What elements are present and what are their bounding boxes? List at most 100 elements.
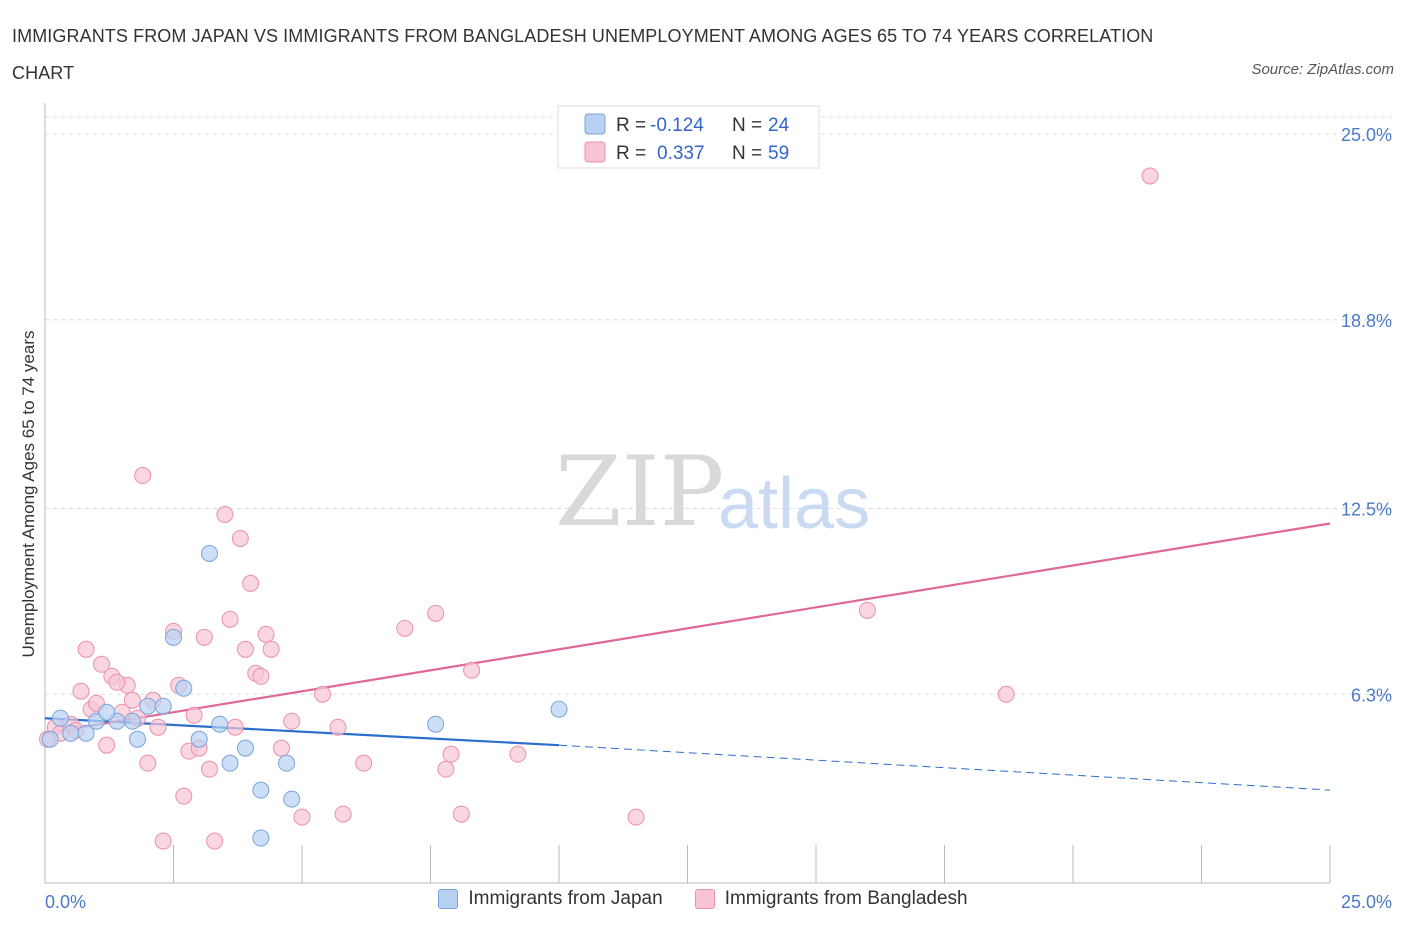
legend-n-value-bangladesh: 59: [768, 143, 789, 164]
point-japan: [62, 724, 80, 742]
point-bangladesh: [293, 808, 311, 826]
series-legend: Immigrants from Japan Immigrants from Ba…: [0, 888, 1406, 910]
point-bangladesh: [123, 691, 141, 709]
point-japan: [221, 754, 239, 772]
trend-line-japan-extrapolated: [558, 744, 1331, 791]
point-bangladesh: [77, 640, 95, 658]
x-tick-label: 0.0%: [45, 892, 86, 912]
point-bangladesh: [252, 667, 270, 685]
point-bangladesh: [427, 604, 445, 622]
point-japan: [190, 730, 208, 748]
point-bangladesh: [452, 805, 470, 823]
point-japan: [77, 724, 95, 742]
point-bangladesh: [195, 628, 213, 646]
legend-item-bangladesh: Immigrants from Bangladesh: [694, 888, 968, 910]
point-bangladesh: [334, 805, 352, 823]
point-bangladesh: [858, 601, 876, 619]
point-japan: [252, 781, 270, 799]
point-bangladesh: [154, 832, 172, 850]
point-bangladesh: [231, 529, 249, 547]
point-japan: [252, 829, 270, 847]
point-bangladesh: [283, 712, 301, 730]
point-bangladesh: [396, 619, 414, 637]
point-bangladesh: [437, 760, 455, 778]
point-bangladesh: [93, 655, 111, 673]
point-japan: [51, 709, 69, 727]
point-bangladesh: [175, 787, 193, 805]
y-axis-label: Unemployment Among Ages 65 to 74 years: [19, 331, 38, 658]
legend-n-label-japan: N =: [732, 115, 762, 136]
point-bangladesh: [221, 610, 239, 628]
point-bangladesh: [997, 685, 1015, 703]
point-bangladesh: [108, 673, 126, 691]
legend-swatch-japan: [584, 113, 606, 135]
point-bangladesh: [442, 745, 460, 763]
point-bangladesh: [185, 706, 203, 724]
point-japan: [211, 715, 229, 733]
legend-marker-bangladesh: [694, 889, 715, 909]
legend-r-value-bangladesh: 0.337: [657, 143, 705, 164]
point-japan: [154, 697, 172, 715]
watermark-atlas: atlas: [718, 464, 870, 544]
grid-lines: [45, 116, 1392, 695]
axes: [44, 103, 1331, 884]
y-tick-label: 18.8%: [1341, 311, 1392, 331]
legend-r-value-japan: -0.124: [650, 115, 704, 136]
legend-swatch-bangladesh: [584, 141, 606, 163]
trend-line-bangladesh: [44, 522, 1331, 735]
point-japan: [98, 703, 116, 721]
point-bangladesh: [206, 832, 224, 850]
point-bangladesh: [257, 625, 275, 643]
point-bangladesh: [262, 640, 280, 658]
legend-r-label-japan: R =: [616, 115, 646, 136]
point-japan: [123, 712, 141, 730]
watermark-zip: ZIP: [555, 436, 724, 548]
legend-marker-japan: [438, 889, 459, 909]
point-japan: [175, 679, 193, 697]
point-bangladesh: [509, 745, 527, 763]
correlation-legend: R = -0.124 N = 24 R = 0.337 N = 59: [557, 105, 820, 169]
point-japan: [278, 754, 296, 772]
point-japan: [550, 700, 568, 718]
point-bangladesh: [627, 808, 645, 826]
point-bangladesh: [139, 754, 157, 772]
point-japan: [427, 715, 445, 733]
y-tick-label: 6.3%: [1351, 685, 1392, 705]
legend-label-bangladesh: Immigrants from Bangladesh: [724, 888, 968, 909]
point-bangladesh: [98, 736, 116, 754]
chart-source: Source: ZipAtlas.com: [1251, 61, 1394, 78]
point-japan: [139, 697, 157, 715]
point-japan: [165, 628, 182, 646]
legend-r-label-bangladesh: R =: [616, 143, 646, 164]
point-japan: [283, 790, 301, 808]
point-japan: [236, 739, 254, 757]
point-bangladesh: [134, 467, 152, 485]
y-tick-label: 25.0%: [1341, 125, 1392, 145]
point-japan: [129, 730, 147, 748]
point-bangladesh: [72, 682, 90, 700]
point-japan: [41, 730, 59, 748]
point-bangladesh: [216, 505, 234, 523]
point-bangladesh: [329, 718, 347, 736]
x-tick-label: 25.0%: [1341, 892, 1392, 912]
point-bangladesh: [314, 685, 332, 703]
legend-item-japan: Immigrants from Japan: [438, 888, 663, 910]
y-tick-label: 12.5%: [1341, 500, 1392, 520]
point-bangladesh: [1141, 167, 1159, 185]
point-japan: [200, 544, 218, 562]
legend-n-value-japan: 24: [768, 115, 790, 136]
point-bangladesh: [149, 718, 167, 736]
point-bangladesh: [355, 754, 373, 772]
legend-label-japan: Immigrants from Japan: [468, 888, 663, 909]
tick-labels: 6.3% 12.5% 18.8% 25.0% 0.0% 25.0%: [45, 125, 1392, 912]
point-bangladesh: [200, 760, 218, 778]
data-points: [39, 167, 1159, 850]
chart-title: IMMIGRANTS FROM JAPAN VS IMMIGRANTS FROM…: [12, 26, 1154, 83]
legend-n-label-bangladesh: N =: [732, 143, 762, 164]
point-bangladesh: [463, 661, 481, 679]
point-bangladesh: [242, 574, 260, 592]
point-bangladesh: [272, 739, 290, 757]
point-bangladesh: [226, 718, 244, 736]
point-bangladesh: [236, 640, 254, 658]
